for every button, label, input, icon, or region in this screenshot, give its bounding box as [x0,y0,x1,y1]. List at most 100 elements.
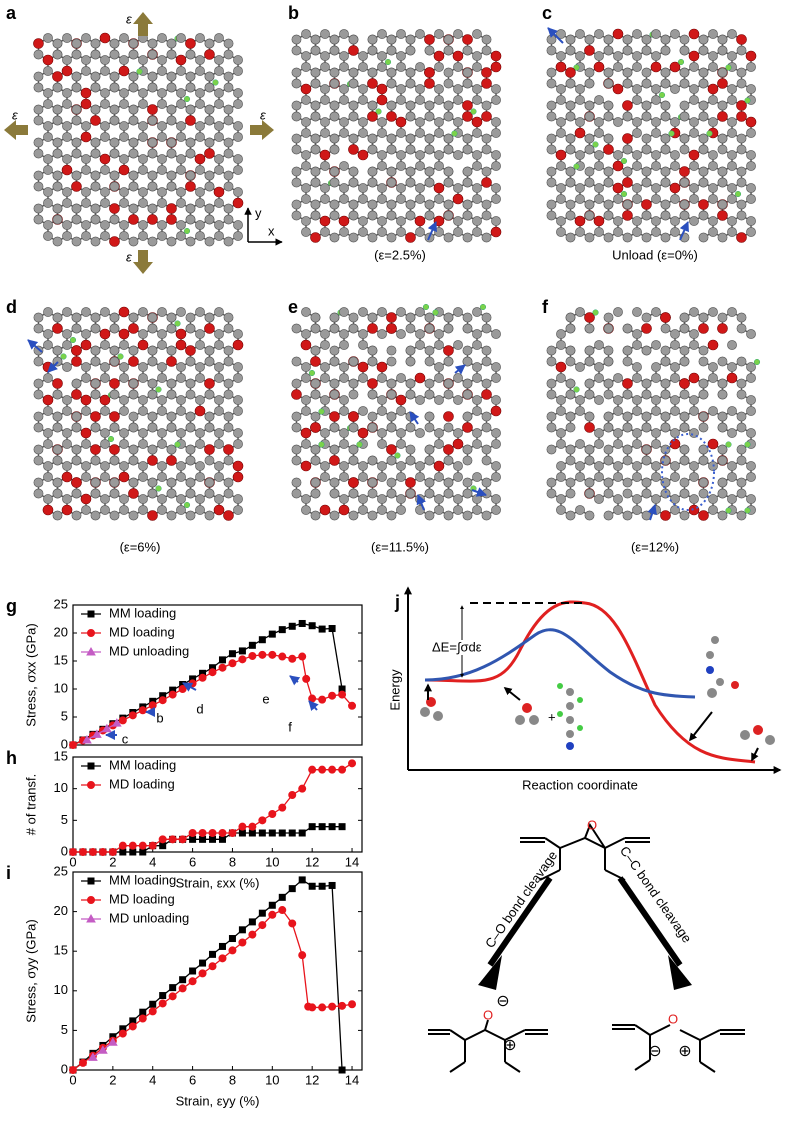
atom [546,111,557,122]
atom [632,194,642,204]
atom [138,187,148,197]
atom [128,477,139,488]
atom [61,65,73,77]
atom [727,128,737,138]
atom [679,210,690,221]
atom [301,227,311,237]
atom [394,452,401,459]
atom [195,88,205,98]
atom [318,441,325,448]
atom [367,34,378,45]
atom [670,194,680,204]
atom [195,395,205,405]
molecular-structure [33,32,244,247]
atom [119,494,129,504]
atom [452,438,464,450]
atom [43,99,53,109]
atom [109,236,120,247]
atom [396,29,406,39]
atom [213,186,225,198]
atom [651,84,661,94]
atom [43,66,53,76]
atom [52,71,63,82]
atom [622,144,633,155]
atom [396,194,406,204]
atom [62,33,72,43]
atom [613,227,623,237]
atom [100,461,110,471]
atom [43,187,53,197]
atom [119,55,129,65]
atom [185,411,196,422]
atom [90,49,101,60]
atom [319,149,331,161]
atom [453,84,463,94]
atom [603,100,614,111]
atom [386,67,397,78]
atom [119,88,129,98]
atom [195,362,205,372]
atom [490,50,502,62]
atom [546,356,557,367]
atom [434,329,444,339]
atom [310,510,321,521]
atom [472,373,482,383]
atom [339,51,349,61]
atom [339,227,349,237]
atom [367,111,378,122]
atom [745,50,757,62]
atom [157,472,167,482]
atom [377,29,387,39]
atom [90,170,101,181]
atom [367,133,378,144]
atom [708,307,718,317]
atom [736,78,747,89]
atom [443,455,454,466]
atom [472,95,482,105]
atom [43,406,53,416]
atom [377,161,387,171]
atom [386,389,397,400]
atom [622,67,633,78]
atom [453,183,463,193]
atom [195,33,205,43]
atom [424,356,435,367]
atom [603,133,614,144]
atom [157,198,167,208]
atom [71,378,82,389]
atom [405,488,416,499]
atom [462,510,473,521]
atom [329,78,340,89]
atom [434,117,444,127]
atom [584,78,595,89]
atom [641,144,652,155]
atom [415,128,425,138]
atom [320,362,330,372]
atom [52,488,63,499]
atom [43,340,53,350]
atom [698,232,709,243]
atom [491,216,501,226]
atom [233,362,243,372]
atom [612,182,624,194]
atom [584,323,595,334]
atom [670,216,680,226]
atom [668,130,675,137]
atom [632,29,642,39]
atom [443,177,454,188]
atom [462,210,473,221]
atom [185,137,196,148]
atom [33,148,44,159]
atom [52,148,63,159]
atom [434,128,444,138]
atom [90,455,101,466]
atom [33,378,44,389]
atom [669,182,681,194]
atom [641,67,652,78]
atom [301,439,311,449]
atom [100,88,110,98]
atom [185,49,196,60]
atom [367,199,378,210]
atom [185,115,196,126]
atom [405,444,416,455]
